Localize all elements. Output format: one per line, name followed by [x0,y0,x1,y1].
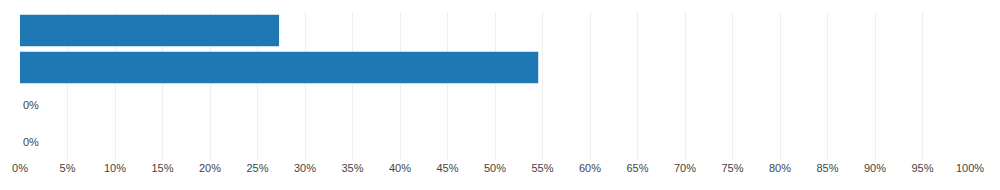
svg-text:45%: 45% [436,162,458,174]
svg-text:0%: 0% [23,136,39,148]
svg-text:35%: 35% [341,162,363,174]
svg-text:10%: 10% [104,162,126,174]
svg-text:40%: 40% [389,162,411,174]
svg-text:50%: 50% [484,162,506,174]
svg-text:65%: 65% [626,162,648,174]
svg-text:90%: 90% [864,162,886,174]
svg-text:30%: 30% [294,162,316,174]
svg-text:100%: 100% [956,162,984,174]
svg-text:15%: 15% [151,162,173,174]
svg-text:0%: 0% [23,99,39,111]
svg-text:85%: 85% [816,162,838,174]
svg-text:0%: 0% [12,162,28,174]
svg-text:95%: 95% [911,162,933,174]
svg-text:70%: 70% [674,162,696,174]
svg-text:55%: 55% [531,162,553,174]
svg-text:20%: 20% [199,162,221,174]
svg-text:5%: 5% [60,162,76,174]
svg-text:75%: 75% [721,162,743,174]
svg-text:25%: 25% [246,162,268,174]
svg-text:60%: 60% [579,162,601,174]
svg-text:80%: 80% [769,162,791,174]
